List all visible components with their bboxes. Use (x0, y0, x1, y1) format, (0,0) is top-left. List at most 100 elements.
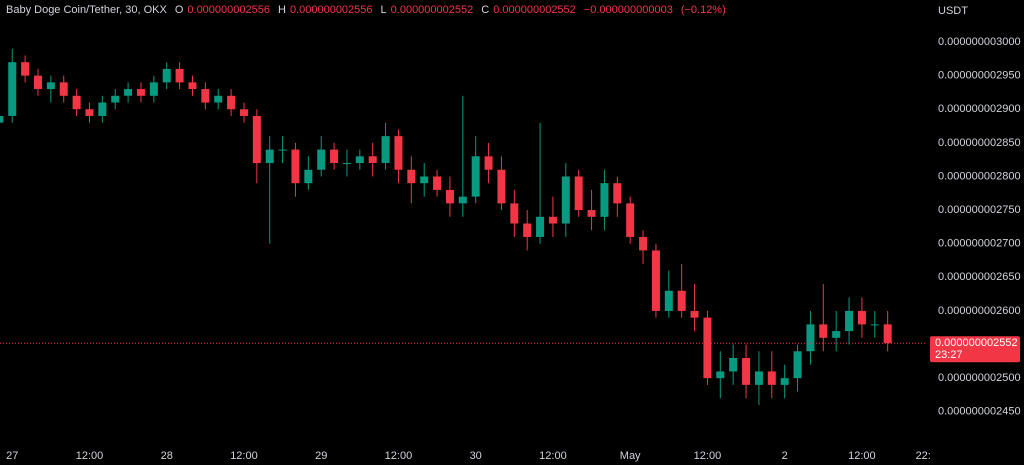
y-tick-label: 0.000000002950 (938, 70, 1021, 82)
candle-body (188, 82, 197, 90)
candle-body (780, 378, 789, 385)
candle-body (574, 176, 583, 211)
candle-body (433, 176, 442, 190)
candle-body (845, 310, 854, 332)
y-tick-label: 0.000000002850 (938, 137, 1021, 149)
x-tick-label: 12:00 (76, 450, 104, 462)
y-tick-label: 0.000000002500 (938, 372, 1021, 384)
candle-body (330, 149, 339, 164)
candle-body (664, 290, 673, 311)
candle-body (793, 351, 802, 379)
last-price-tag (930, 336, 1020, 363)
y-axis-unit: USDT (938, 5, 968, 17)
candle-body (201, 89, 210, 103)
candle-body (857, 310, 866, 325)
candle-body (677, 290, 686, 311)
candle-body (870, 324, 879, 326)
ohlc-key: H (277, 4, 286, 16)
candle-body (0, 115, 4, 123)
candle-body (703, 317, 712, 379)
candle-body (806, 324, 815, 352)
candle-body (600, 183, 609, 217)
candle-body (458, 196, 467, 204)
change: −0.000000000003 (583, 4, 673, 16)
candle-body (33, 75, 42, 90)
candle-body (716, 371, 725, 379)
candle-body (497, 169, 506, 204)
candle-body (46, 82, 55, 90)
change-percent: (−0.12%) (680, 4, 726, 16)
x-tick-label: 12:00 (848, 450, 876, 462)
candle-body (613, 183, 622, 204)
candle-body (639, 236, 648, 251)
candle-body (484, 156, 493, 170)
candle-body (278, 149, 287, 151)
candle-body (368, 156, 377, 164)
candle-body (420, 176, 429, 184)
candle-body (72, 95, 81, 110)
candle-body (149, 82, 158, 96)
candle-body (561, 176, 570, 224)
ohlc-key: C (481, 4, 490, 16)
candle-body (690, 310, 699, 318)
ohlc-value: 0.000000002552 (390, 4, 474, 16)
y-tick-label: 0.000000002450 (938, 406, 1021, 418)
y-tick-label: 0.000000002700 (938, 238, 1021, 250)
candle-body (317, 149, 326, 170)
candle-body (832, 331, 841, 338)
x-tick-label: 22:0 (916, 450, 937, 462)
candle-body (381, 136, 390, 164)
candle-body (21, 62, 30, 76)
candle-body (214, 95, 223, 103)
candle-body (536, 216, 545, 237)
countdown: 23:27 (935, 349, 963, 361)
candle-body (342, 163, 351, 165)
candle-body (59, 82, 68, 96)
x-tick-label: 29 (315, 450, 327, 462)
ohlc-value: 0.000000002556 (187, 4, 270, 16)
candle-body (136, 89, 145, 96)
x-tick-label: 28 (161, 450, 173, 462)
candle-body (651, 250, 660, 311)
x-tick-label: 12:00 (230, 450, 258, 462)
x-tick-label: 2 (782, 450, 788, 462)
x-tick-label: 12:00 (385, 450, 413, 462)
x-tick-label: 27 (6, 450, 18, 462)
candle-body (111, 95, 120, 103)
candle-body (587, 210, 596, 217)
candle-body (124, 89, 133, 96)
ohlc-value: 0.000000002552 (493, 4, 576, 16)
candle-body (291, 149, 300, 184)
y-tick-label: 0.000000002600 (938, 305, 1021, 317)
candle-body (265, 149, 274, 164)
x-tick-label: 30 (470, 450, 482, 462)
ohlc-key: L (380, 4, 387, 16)
candle-body (252, 115, 261, 164)
candle-body (548, 216, 557, 224)
legend-header: Baby Doge Coin/Tether, 30, OKX O 0.000000… (6, 4, 730, 16)
candle-body (445, 189, 454, 204)
candle-body (471, 156, 480, 197)
candle-body (883, 324, 892, 344)
candle-body (626, 203, 635, 237)
ohlc-key: O (174, 4, 184, 16)
x-tick-label: 12:00 (539, 450, 567, 462)
y-tick-label: 0.000000002750 (938, 204, 1021, 216)
candle-body (729, 357, 738, 372)
candle-body (742, 357, 751, 385)
y-tick-label: 0.000000002650 (938, 271, 1021, 283)
candle-body (175, 68, 184, 83)
candle-body (754, 371, 763, 385)
candle-body (227, 95, 236, 110)
last-price-label: 0.000000002552 (935, 337, 1018, 349)
candle-body (85, 109, 94, 116)
x-tick-label: 12:00 (694, 450, 722, 462)
candle-body (407, 169, 416, 184)
candle-body (523, 223, 532, 237)
candle-body (162, 68, 171, 83)
y-tick-label: 0.000000003000 (938, 36, 1021, 48)
candle-body (98, 102, 107, 116)
candle-body (239, 109, 248, 116)
